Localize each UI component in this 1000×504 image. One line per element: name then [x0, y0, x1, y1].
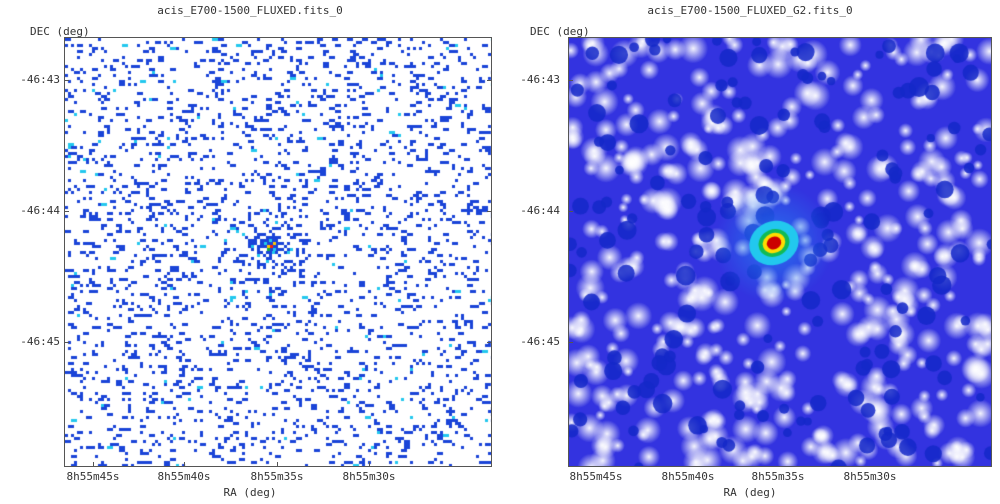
- x-axis-label: RA (deg): [223, 486, 277, 499]
- y-axis-label: DEC (deg): [528, 25, 592, 38]
- x-tick-label: 8h55m30s: [843, 470, 897, 483]
- image-plot-area[interactable]: [64, 37, 492, 467]
- y-tick-label: -46:43: [20, 73, 60, 86]
- x-tick-label: 8h55m30s: [342, 470, 396, 483]
- image-panel-right: acis_E700-1500_FLUXED_G2.fits_0 DEC (deg…: [500, 0, 1000, 504]
- y-tick-mark: [64, 80, 69, 81]
- y-axis-label: DEC (deg): [28, 25, 92, 38]
- y-tick-mark: [64, 211, 69, 212]
- y-tick-mark: [568, 342, 573, 343]
- y-tick-label: -46:43: [520, 73, 560, 86]
- y-tick-mark: [487, 80, 492, 81]
- x-tick-label: 8h55m45s: [569, 470, 623, 483]
- panel-title: acis_E700-1500_FLUXED_G2.fits_0: [647, 4, 853, 17]
- x-tick-label: 8h55m45s: [66, 470, 120, 483]
- x-tick-label: 8h55m40s: [661, 470, 715, 483]
- x-tick-label: 8h55m40s: [157, 470, 211, 483]
- x-tick-mark: [277, 462, 278, 467]
- image-panel-left: acis_E700-1500_FLUXED.fits_0 DEC (deg) -…: [20, 4, 492, 499]
- x-tick-mark: [369, 462, 370, 467]
- image-plot-area[interactable]: [568, 37, 992, 467]
- y-tick-mark: [487, 211, 492, 212]
- x-tick-label: 8h55m35s: [751, 470, 805, 483]
- x-axis-label: RA (deg): [723, 486, 777, 499]
- y-tick-label: -46:45: [520, 335, 560, 348]
- panel-title: acis_E700-1500_FLUXED.fits_0: [157, 4, 343, 17]
- y-tick-label: -46:44: [520, 204, 560, 217]
- binned-counts-image: [65, 38, 491, 466]
- y-tick-mark: [64, 342, 69, 343]
- y-tick-label: -46:44: [20, 204, 60, 217]
- y-tick-mark: [568, 80, 573, 81]
- x-tick-mark: [93, 462, 94, 467]
- x-tick-mark: [184, 462, 185, 467]
- y-tick-label: -46:45: [20, 335, 60, 348]
- x-tick-label: 8h55m35s: [250, 470, 304, 483]
- smoothed-image: [569, 38, 991, 466]
- y-tick-mark: [487, 342, 492, 343]
- y-tick-mark: [568, 211, 573, 212]
